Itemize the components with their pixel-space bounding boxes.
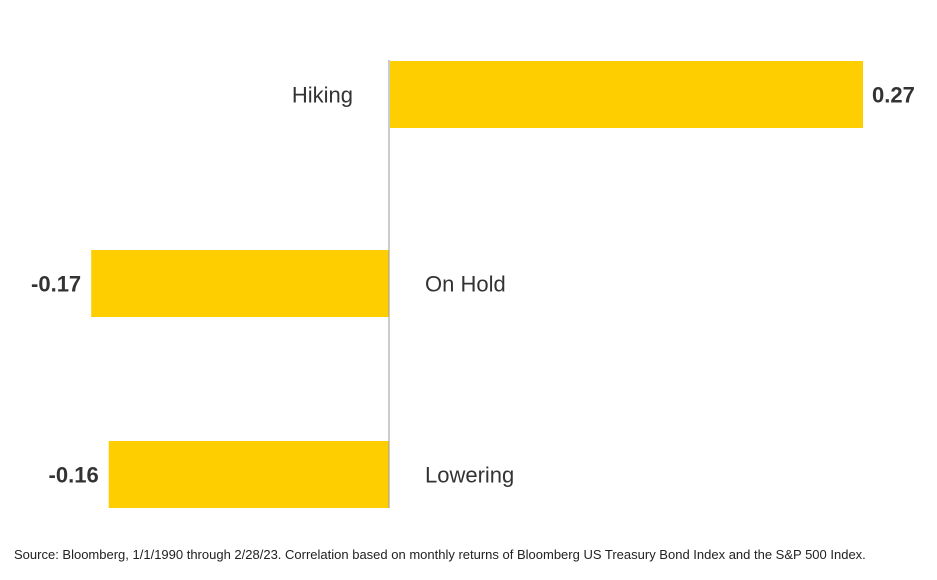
bars-layer: [91, 61, 863, 508]
labels-layer: Hiking 0.27 On Hold -0.17 Lowering -0.16: [31, 83, 915, 488]
bar-on-hold: [91, 250, 390, 317]
correlation-bar-chart: Hiking 0.27 On Hold -0.17 Lowering -0.16: [31, 60, 915, 508]
value-label-on-hold: -0.17: [31, 272, 81, 297]
bar-lowering: [108, 441, 389, 508]
bar-hiking: [390, 61, 863, 128]
category-label-hiking: Hiking: [292, 83, 353, 108]
value-label-lowering: -0.16: [49, 463, 99, 488]
category-label-lowering: Lowering: [425, 463, 514, 488]
category-label-on-hold: On Hold: [425, 272, 506, 297]
source-note: Source: Bloomberg, 1/1/1990 through 2/28…: [14, 547, 866, 562]
value-label-hiking: 0.27: [872, 83, 915, 108]
